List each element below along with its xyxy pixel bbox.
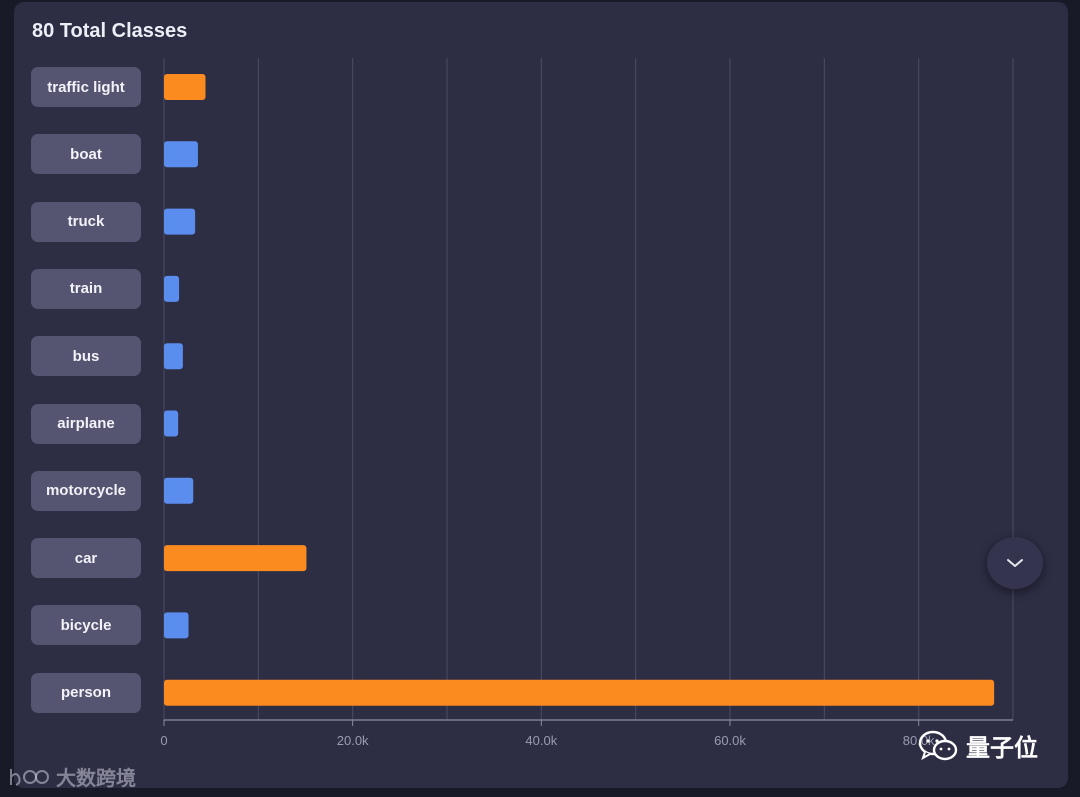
watermark-dashuju: 大数跨境 bbox=[8, 762, 136, 791]
x-tick-label: 40.0k bbox=[525, 733, 557, 748]
bar-bicycle bbox=[164, 612, 189, 639]
watermark-liangziwei: 量子位 bbox=[918, 728, 1038, 763]
tbo-logo bbox=[10, 768, 49, 786]
scroll-down-button[interactable] bbox=[987, 537, 1043, 589]
category-label[interactable]: airplane bbox=[31, 403, 141, 444]
bar-person bbox=[164, 679, 995, 706]
category-label[interactable]: bicycle bbox=[31, 605, 141, 646]
bar-traffic-light bbox=[164, 74, 206, 100]
category-label[interactable]: train bbox=[31, 268, 141, 309]
category-label[interactable]: car bbox=[31, 538, 141, 579]
bar-bus bbox=[164, 343, 183, 370]
bar-motorcycle bbox=[164, 477, 194, 504]
category-label[interactable]: motorcycle bbox=[31, 470, 141, 511]
chart-title: 80 Total Classes bbox=[32, 20, 188, 42]
bar-train bbox=[164, 275, 180, 302]
wechat-icon bbox=[918, 730, 958, 760]
watermark-left-text: 大数跨境 bbox=[56, 768, 136, 790]
x-tick-label: 20.0k bbox=[337, 733, 369, 748]
bar-boat bbox=[164, 141, 198, 168]
x-tick-label: 0 bbox=[160, 733, 167, 748]
x-tick-label: 60.0k bbox=[714, 733, 746, 748]
category-label[interactable]: traffic light bbox=[31, 67, 141, 107]
category-label[interactable]: boat bbox=[31, 134, 141, 175]
chevron-down-icon bbox=[1007, 559, 1023, 567]
bar-truck bbox=[164, 208, 196, 235]
bar-airplane bbox=[164, 410, 179, 437]
x-tick-label: 80.0k bbox=[903, 733, 935, 748]
category-label[interactable]: truck bbox=[31, 201, 141, 242]
bar-car bbox=[164, 545, 307, 572]
watermark-right-text: 量子位 bbox=[966, 735, 1038, 762]
category-label[interactable]: person bbox=[31, 672, 141, 713]
category-label[interactable]: bus bbox=[31, 336, 141, 377]
